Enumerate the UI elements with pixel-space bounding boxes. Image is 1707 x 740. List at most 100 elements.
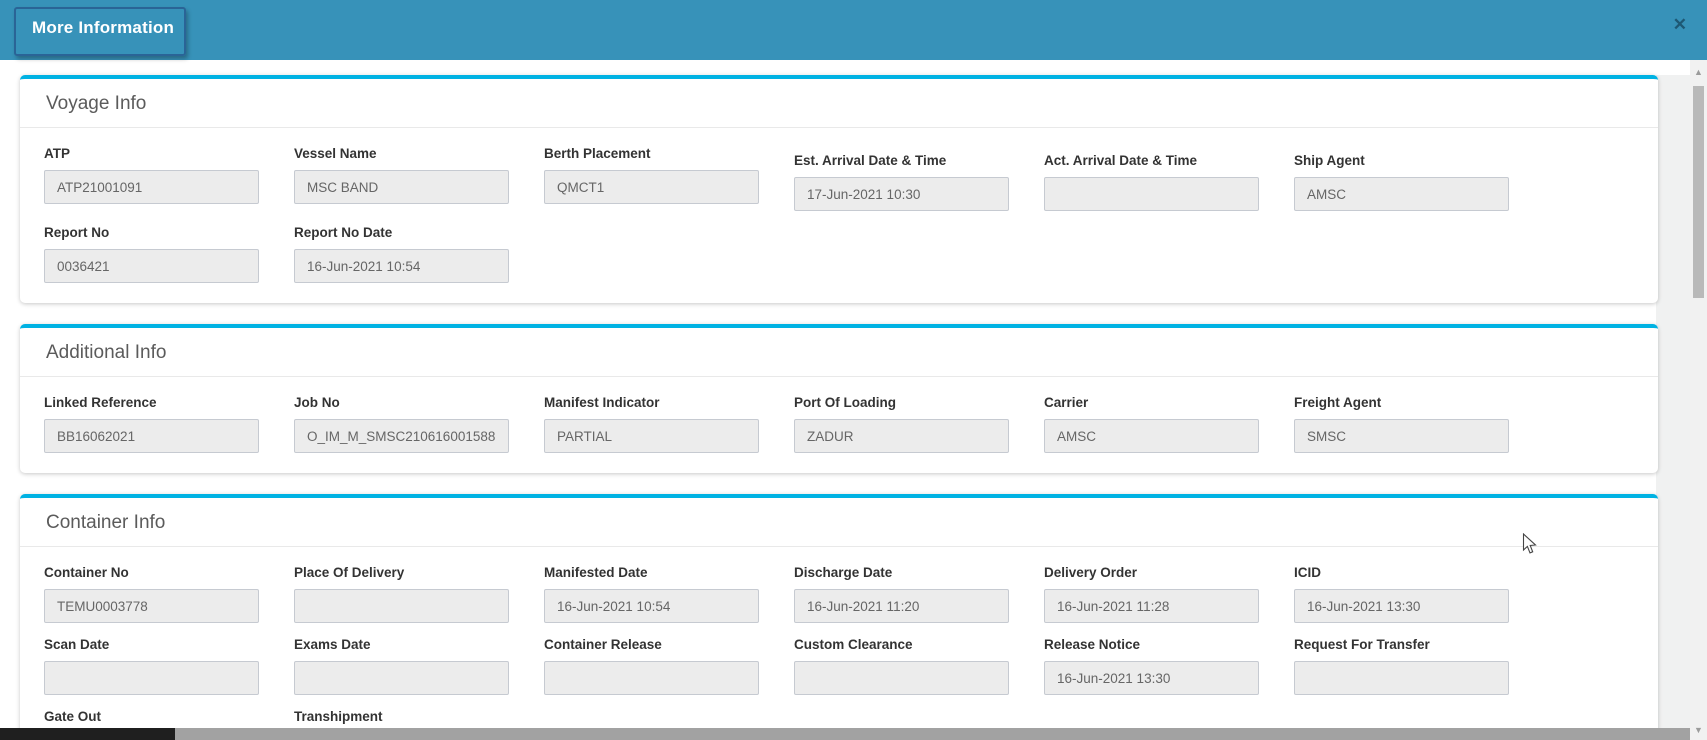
field-carrier-input[interactable]	[1044, 419, 1259, 453]
field-request-for-transfer-input[interactable]	[1294, 661, 1509, 695]
field-est-arrival-date-time-input[interactable]	[794, 177, 1009, 211]
field-place-of-delivery: Place Of Delivery	[294, 565, 544, 623]
field-request-for-transfer: Request For Transfer	[1294, 637, 1544, 695]
field-report-no-date-input[interactable]	[294, 249, 509, 283]
field-manifested-date-label: Manifested Date	[544, 565, 648, 580]
field-icid-input[interactable]	[1294, 589, 1509, 623]
field-est-arrival-date-time: Est. Arrival Date & Time	[794, 146, 1044, 211]
field-discharge-date: Discharge Date	[794, 565, 1044, 623]
field-container-release-input[interactable]	[544, 661, 759, 695]
field-release-notice-label: Release Notice	[1044, 637, 1141, 652]
field-transhipment: Transhipment	[294, 709, 544, 728]
field-atp-label: ATP	[44, 146, 70, 161]
field-manifest-indicator-input[interactable]	[544, 419, 759, 453]
field-scan-date-label: Scan Date	[44, 637, 110, 652]
field-release-notice-input[interactable]	[1044, 661, 1259, 695]
field-act-arrival-date-time-input[interactable]	[1044, 177, 1259, 211]
field-container-release-label: Container Release	[544, 637, 662, 652]
field-freight-agent-input[interactable]	[1294, 419, 1509, 453]
horizontal-scrollbar-thumb[interactable]	[0, 728, 175, 740]
field-place-of-delivery-input[interactable]	[294, 589, 509, 623]
field-manifested-date: Manifested Date	[544, 565, 794, 623]
field-discharge-date-label: Discharge Date	[794, 565, 893, 580]
field-est-arrival-date-time-label: Est. Arrival Date & Time	[794, 153, 947, 168]
field-vessel-name-input[interactable]	[294, 170, 509, 204]
field-ship-agent-input[interactable]	[1294, 177, 1509, 211]
field-report-no-label: Report No	[44, 225, 110, 240]
field-port-of-loading-input[interactable]	[794, 419, 1009, 453]
field-request-for-transfer-label: Request For Transfer	[1294, 637, 1430, 652]
field-manifest-indicator-label: Manifest Indicator	[544, 395, 660, 410]
field-custom-clearance: Custom Clearance	[794, 637, 1044, 695]
field-custom-clearance-input[interactable]	[794, 661, 1009, 695]
field-row: Report No Report No Date	[44, 225, 1634, 283]
field-atp-input[interactable]	[44, 170, 259, 204]
vertical-scrollbar[interactable]: ▲ ▼	[1690, 60, 1707, 740]
field-berth-placement-label: Berth Placement	[544, 146, 651, 161]
field-row: Scan Date Exams Date Container Release C…	[44, 637, 1634, 695]
field-custom-clearance-label: Custom Clearance	[794, 637, 913, 652]
field-atp: ATP	[44, 146, 294, 211]
close-button[interactable]: ✕	[1669, 12, 1691, 37]
modal-body: Voyage Info ATP Vessel Name Berth Placem…	[0, 60, 1690, 728]
field-delivery-order-label: Delivery Order	[1044, 565, 1138, 580]
modal-header: More Information ✕	[0, 0, 1707, 60]
field-container-release: Container Release	[544, 637, 794, 695]
field-delivery-order-input[interactable]	[1044, 589, 1259, 623]
field-carrier: Carrier	[1044, 395, 1294, 453]
field-port-of-loading-label: Port Of Loading	[794, 395, 896, 410]
field-transhipment-label: Transhipment	[294, 709, 383, 724]
section-title: Voyage Info	[20, 79, 1658, 128]
scroll-down-icon[interactable]: ▼	[1694, 725, 1703, 735]
field-linked-reference-input[interactable]	[44, 419, 259, 453]
field-act-arrival-date-time-label: Act. Arrival Date & Time	[1044, 153, 1198, 168]
section-voyage-info: Voyage Info ATP Vessel Name Berth Placem…	[20, 75, 1658, 303]
field-icid-label: ICID	[1294, 565, 1321, 580]
close-icon: ✕	[1672, 15, 1687, 34]
field-scan-date-input[interactable]	[44, 661, 259, 695]
scroll-up-icon[interactable]: ▲	[1694, 67, 1703, 77]
field-report-no-input[interactable]	[44, 249, 259, 283]
field-report-no-date: Report No Date	[294, 225, 544, 283]
field-container-no: Container No	[44, 565, 294, 623]
field-berth-placement: Berth Placement	[544, 146, 794, 211]
section-additional-info: Additional Info Linked Reference Job No …	[20, 324, 1658, 473]
field-linked-reference-label: Linked Reference	[44, 395, 157, 410]
section-fields: Container No Place Of Delivery Manifeste…	[20, 547, 1658, 728]
field-job-no-input[interactable]	[294, 419, 509, 453]
field-row: Container No Place Of Delivery Manifeste…	[44, 565, 1634, 623]
field-row: Linked Reference Job No Manifest Indicat…	[44, 395, 1634, 453]
field-release-notice: Release Notice	[1044, 637, 1294, 695]
field-row: Gate Out Transhipment	[44, 709, 1634, 728]
field-report-no-date-label: Report No Date	[294, 225, 393, 240]
field-exams-date-input[interactable]	[294, 661, 509, 695]
field-manifest-indicator: Manifest Indicator	[544, 395, 794, 453]
field-exams-date: Exams Date	[294, 637, 544, 695]
field-berth-placement-input[interactable]	[544, 170, 759, 204]
field-discharge-date-input[interactable]	[794, 589, 1009, 623]
field-exams-date-label: Exams Date	[294, 637, 371, 652]
modal-title-box: More Information	[14, 7, 186, 56]
field-report-no: Report No	[44, 225, 294, 283]
field-ship-agent-label: Ship Agent	[1294, 153, 1365, 168]
field-row: ATP Vessel Name Berth Placement Est. Arr…	[44, 146, 1634, 211]
vertical-scrollbar-thumb[interactable]	[1693, 86, 1704, 298]
field-container-no-input[interactable]	[44, 589, 259, 623]
field-manifested-date-input[interactable]	[544, 589, 759, 623]
field-freight-agent-label: Freight Agent	[1294, 395, 1382, 410]
section-title: Additional Info	[20, 328, 1658, 377]
field-container-no-label: Container No	[44, 565, 129, 580]
field-linked-reference: Linked Reference	[44, 395, 294, 453]
field-carrier-label: Carrier	[1044, 395, 1089, 410]
field-delivery-order: Delivery Order	[1044, 565, 1294, 623]
field-act-arrival-date-time: Act. Arrival Date & Time	[1044, 146, 1294, 211]
field-ship-agent: Ship Agent	[1294, 146, 1544, 211]
horizontal-scrollbar[interactable]	[0, 728, 1690, 740]
field-job-no: Job No	[294, 395, 544, 453]
field-freight-agent: Freight Agent	[1294, 395, 1544, 453]
section-title: Container Info	[20, 498, 1658, 547]
field-vessel-name: Vessel Name	[294, 146, 544, 211]
field-gate-out: Gate Out	[44, 709, 294, 728]
field-job-no-label: Job No	[294, 395, 340, 410]
